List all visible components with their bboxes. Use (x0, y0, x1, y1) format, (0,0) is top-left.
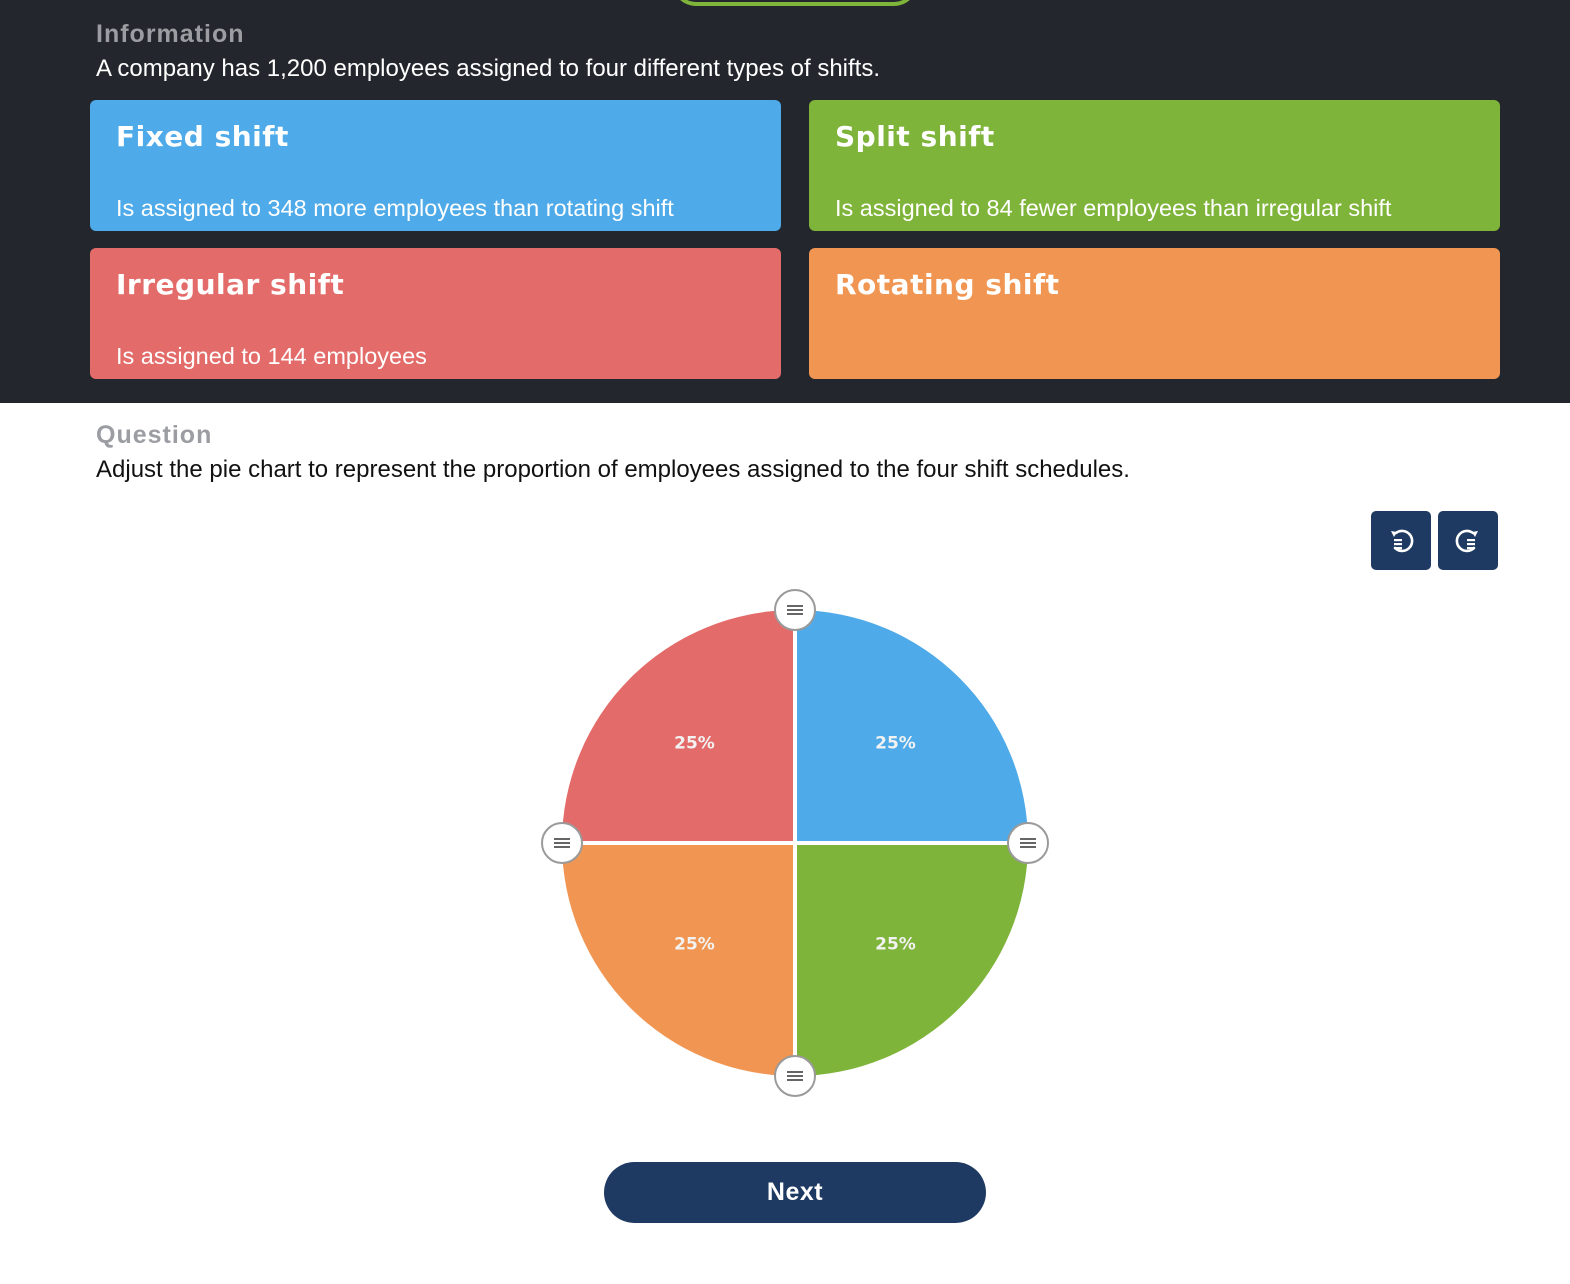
undo-icon (1391, 529, 1414, 552)
card-description: Is assigned to 348 more employees than r… (116, 195, 674, 221)
card-split-shift: Split shift Is assigned to 84 fewer empl… (809, 100, 1500, 231)
pie-chart[interactable]: 25% 25% 25% 25% (530, 580, 1060, 1110)
pie-drag-handle[interactable] (774, 1055, 816, 1097)
card-title: Irregular shift (116, 268, 345, 301)
question-label: Question (96, 421, 213, 449)
information-label: Information (96, 20, 245, 48)
pie-slice-rotating-shift (562, 843, 795, 1076)
card-rotating-shift: Rotating shift (809, 248, 1500, 379)
pie-slice-label: 25% (674, 733, 715, 753)
next-button[interactable]: Next (604, 1162, 986, 1223)
card-title: Fixed shift (116, 120, 289, 153)
card-description: Is assigned to 84 fewer employees than i… (835, 195, 1392, 221)
pie-slice-irregular-shift (562, 610, 795, 843)
information-panel: Information A company has 1,200 employee… (0, 0, 1570, 403)
information-text: A company has 1,200 employees assigned t… (96, 55, 881, 82)
pie-slice-fixed-shift (795, 610, 1028, 843)
top-tab (672, 0, 918, 6)
pie-slice-split-shift (795, 843, 1028, 1076)
pie-chart-svg[interactable]: 25% 25% 25% 25% (530, 580, 1060, 1110)
card-title: Rotating shift (835, 268, 1060, 301)
card-title: Split shift (835, 120, 995, 153)
pie-drag-handle[interactable] (774, 589, 816, 631)
redo-button[interactable] (1438, 511, 1498, 570)
card-fixed-shift: Fixed shift Is assigned to 348 more empl… (90, 100, 781, 231)
redo-icon (1455, 529, 1478, 552)
pie-drag-handle[interactable] (1007, 822, 1049, 864)
undo-button[interactable] (1371, 511, 1431, 570)
card-description: Is assigned to 144 employees (116, 343, 427, 369)
card-irregular-shift: Irregular shift Is assigned to 144 emplo… (90, 248, 781, 379)
question-text: Adjust the pie chart to represent the pr… (96, 456, 1130, 483)
pie-slice-label: 25% (875, 935, 916, 955)
pie-slice-label: 25% (674, 935, 715, 955)
pie-drag-handle[interactable] (541, 822, 583, 864)
pie-slice-label: 25% (875, 733, 916, 753)
